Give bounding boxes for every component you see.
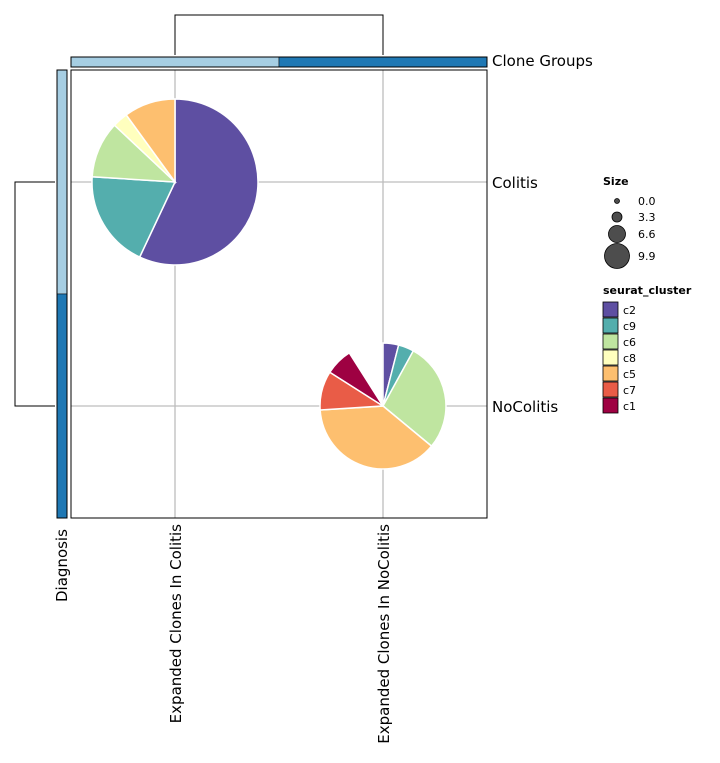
cluster-legend-swatch-c2 (602, 301, 619, 318)
left-annotation-cell-colitis (56, 69, 68, 295)
row-label-nocolitis: NoColitis (492, 398, 558, 416)
cluster-legend-swatch-c9 (602, 317, 619, 334)
column-label-colitis: Expanded Clones In Colitis (167, 524, 185, 723)
pie-slice-nocolitis-c5 (319, 405, 433, 470)
size-legend-label: 3.3 (638, 211, 656, 224)
pie-colitis (91, 98, 259, 266)
cluster-legend-label-c9: c9 (623, 320, 636, 333)
pie-slice-nocolitis-c6 (382, 349, 447, 448)
pie-slice-colitis-c9 (91, 175, 177, 259)
size-legend-symbol (604, 243, 630, 269)
cluster-legend-label-c6: c6 (623, 336, 636, 349)
size-legend: Size 0.0 3.3 6.6 9.9 (603, 175, 656, 269)
pie-slice-colitis-c5 (125, 98, 176, 185)
top-annotation-label: Clone Groups (492, 52, 593, 70)
row-label-colitis: Colitis (492, 174, 538, 192)
cluster-legend-title: seurat_cluster (603, 284, 692, 297)
cluster-legend-swatch-c7 (602, 381, 619, 398)
pie-nocolitis (319, 342, 447, 470)
left-annotation-bar (56, 69, 68, 519)
cluster-legend-label-c8: c8 (623, 352, 636, 365)
top-dendrogram (174, 14, 384, 55)
cluster-legend-label-c5: c5 (623, 368, 636, 381)
size-legend-label: 0.0 (638, 195, 656, 208)
size-legend-symbol (614, 198, 620, 204)
left-annotation-cell-nocolitis (56, 293, 68, 519)
top-annotation-cell-nocolitis (278, 56, 488, 68)
top-annotation-cell-colitis (70, 56, 280, 68)
cluster-legend-swatch-c1 (602, 397, 619, 414)
size-legend-label: 9.9 (638, 250, 656, 263)
main-panel (70, 69, 488, 519)
cluster-legend-swatch-c6 (602, 333, 619, 350)
cluster-legend: seurat_cluster c2 c9 c6 c8 c5 c7 c1 (602, 284, 692, 414)
pie-slice-colitis-c2 (138, 98, 259, 266)
size-legend-title: Size (603, 175, 629, 188)
cluster-legend-label-c2: c2 (623, 304, 636, 317)
left-dendrogram (14, 181, 55, 407)
top-annotation-bar (70, 56, 488, 68)
left-annotation-label: Diagnosis (53, 529, 71, 602)
cluster-legend-label-c7: c7 (623, 384, 636, 397)
column-label-nocolitis: Expanded Clones In NoColitis (375, 524, 393, 744)
size-legend-symbol (608, 225, 626, 243)
size-legend-label: 6.6 (638, 228, 656, 241)
panel-border (70, 69, 488, 519)
cluster-legend-label-c1: c1 (623, 400, 636, 413)
cluster-legend-swatch-c5 (602, 365, 619, 382)
pie-slice-nocolitis-c1 (328, 351, 384, 407)
size-legend-symbol (611, 211, 623, 223)
cluster-legend-swatch-c8 (602, 349, 619, 366)
pies (91, 98, 447, 470)
